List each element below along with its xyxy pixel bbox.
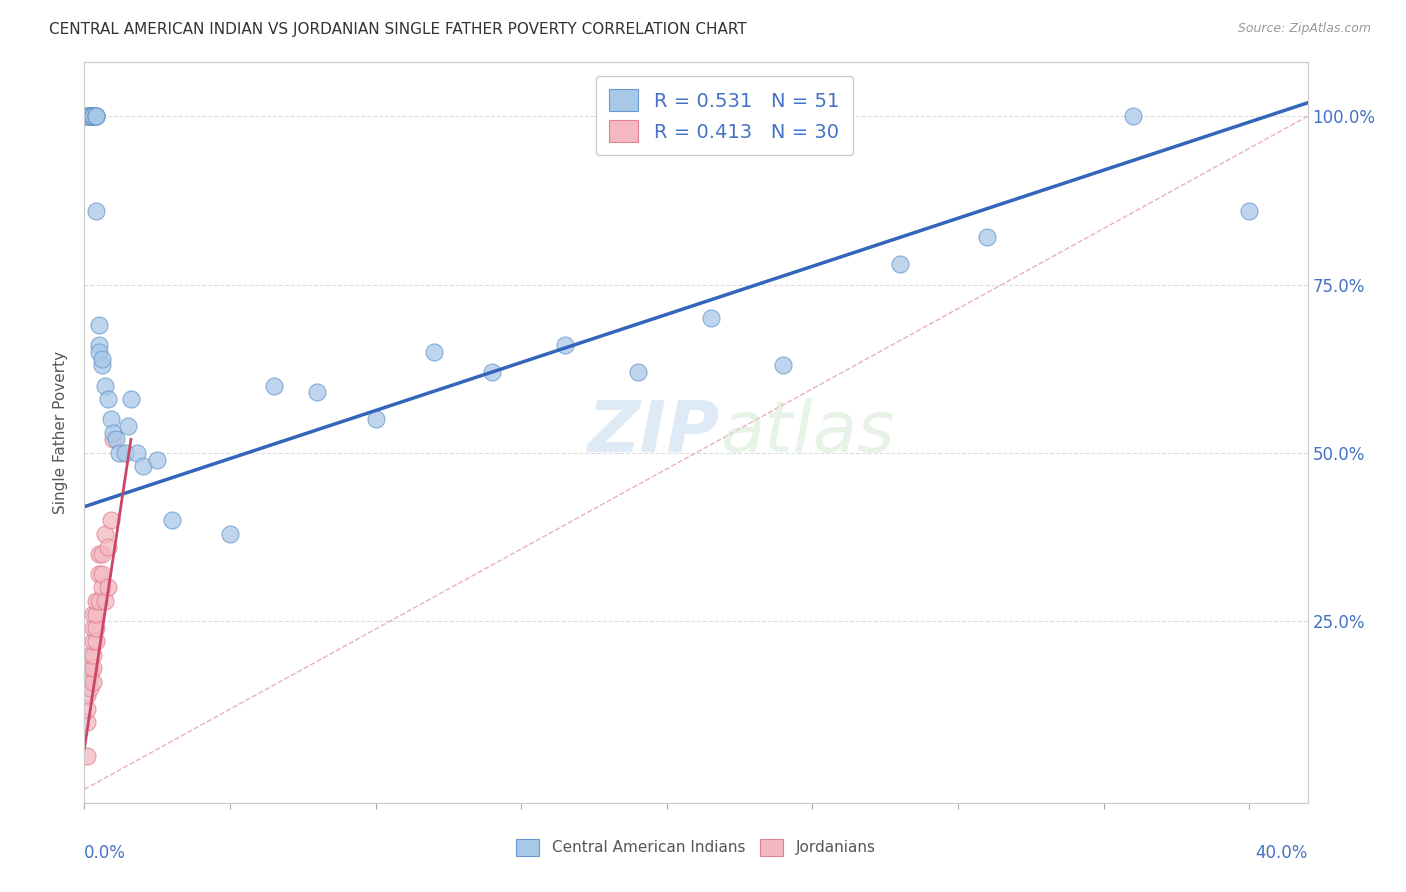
Point [97,392,120,406]
Point [699,311,721,326]
Point [160,513,183,527]
Point [79,681,101,696]
Point [108,446,131,460]
Point [307,385,329,400]
Point [82,661,104,675]
Point [79,648,101,662]
Point [554,338,576,352]
Point [76,748,98,763]
Point [82,648,104,662]
Point [84,109,107,123]
Point [103,425,125,440]
Point [84,109,107,123]
Point [97,540,120,554]
Point [90,359,112,373]
Point [87,338,110,352]
Point [82,109,104,123]
Point [76,688,98,702]
Text: Source: ZipAtlas.com: Source: ZipAtlas.com [1237,22,1371,36]
Point [76,714,98,729]
Point [82,621,104,635]
Text: ZIP: ZIP [588,398,720,467]
Point [84,203,107,218]
Point [87,547,110,561]
Point [79,109,101,123]
Point [423,344,446,359]
Point [263,378,285,392]
Point [120,392,142,406]
Point [82,109,104,123]
Point [93,594,115,608]
Point [125,446,148,460]
Point [481,365,503,379]
Point [87,566,110,581]
Point [117,418,139,433]
Point [889,257,911,271]
Point [82,109,104,123]
Point [79,109,101,123]
Point [82,109,104,123]
Point [87,344,110,359]
Point [131,459,153,474]
Point [84,109,107,123]
Point [79,661,101,675]
Text: CENTRAL AMERICAN INDIAN VS JORDANIAN SINGLE FATHER POVERTY CORRELATION CHART: CENTRAL AMERICAN INDIAN VS JORDANIAN SIN… [49,22,747,37]
Point [79,109,101,123]
Point [1239,203,1261,218]
Point [627,365,650,379]
Point [976,230,998,244]
Point [146,452,169,467]
Point [100,412,122,426]
Point [82,109,104,123]
Point [100,513,122,527]
Point [79,668,101,682]
Point [114,446,136,460]
Point [76,109,98,123]
Text: atlas: atlas [720,398,896,467]
Legend: Central American Indians, Jordanians: Central American Indians, Jordanians [510,833,882,862]
Point [87,594,110,608]
Point [364,412,387,426]
Point [772,359,794,373]
Point [79,109,101,123]
Point [93,526,115,541]
Point [79,109,101,123]
Point [1122,109,1144,123]
Point [93,378,115,392]
Point [82,674,104,689]
Point [103,433,125,447]
Point [76,109,98,123]
Point [219,526,242,541]
Point [76,109,98,123]
Point [90,581,112,595]
Point [82,607,104,622]
Point [84,634,107,648]
Point [90,547,112,561]
Text: 0.0%: 0.0% [84,844,127,862]
Point [79,109,101,123]
Point [84,109,107,123]
Point [84,607,107,622]
Point [82,634,104,648]
Point [87,318,110,332]
Point [90,351,112,366]
Point [97,581,120,595]
Point [76,701,98,715]
Point [105,433,128,447]
Point [84,621,107,635]
Text: 40.0%: 40.0% [1256,844,1308,862]
Y-axis label: Single Father Poverty: Single Father Poverty [53,351,69,514]
Point [90,566,112,581]
Point [84,594,107,608]
